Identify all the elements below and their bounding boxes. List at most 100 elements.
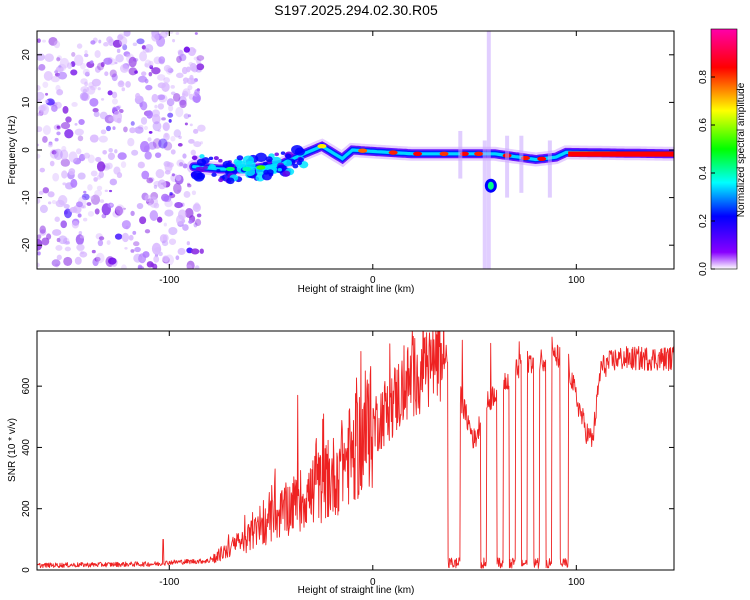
- noise-blob: [149, 64, 154, 70]
- spectrogram-y-tick-label: 10: [21, 96, 32, 108]
- noise-blob: [163, 77, 171, 84]
- noise-blob: [42, 125, 51, 136]
- noise-blob: [151, 67, 161, 75]
- noise-blob: [188, 61, 194, 66]
- noise-blob: [100, 129, 107, 135]
- noise-blob: [93, 177, 98, 182]
- noise-blob: [191, 190, 197, 196]
- signal-clump: [218, 158, 223, 163]
- noise-blob: [177, 49, 183, 55]
- noise-blob: [106, 162, 113, 170]
- noise-blob: [167, 112, 174, 118]
- noise-blob: [142, 251, 150, 258]
- noise-blob: [37, 238, 43, 251]
- noise-blob: [64, 128, 74, 139]
- noise-blob: [58, 235, 68, 245]
- noise-blob: [165, 31, 169, 35]
- noise-blob: [91, 78, 101, 87]
- signal-clump: [222, 160, 233, 169]
- noise-blob: [77, 172, 86, 180]
- noise-blob: [168, 119, 172, 123]
- noise-blob: [155, 168, 165, 179]
- noise-blob: [43, 71, 53, 81]
- colorbar: 0.0 0.2 0.4 0.6 0.8 Normalized spectral ampl…: [698, 28, 747, 276]
- noise-blob: [84, 49, 88, 54]
- noise-blob: [114, 149, 118, 154]
- snr-frame: [36, 330, 675, 571]
- noise-blob: [169, 192, 173, 196]
- signal-clump: [226, 177, 235, 185]
- noise-blob: [100, 61, 105, 68]
- signal-clump: [190, 170, 203, 180]
- noise-blob: [131, 149, 139, 156]
- noise-blob: [114, 233, 123, 240]
- noise-blob: [103, 42, 109, 47]
- signal-hotspot: [225, 166, 235, 172]
- noise-blob: [68, 151, 78, 163]
- noise-blob: [97, 239, 104, 247]
- noise-blob: [133, 241, 140, 247]
- signal-clump: [265, 156, 273, 163]
- noise-blob: [51, 150, 57, 155]
- noise-blob: [158, 138, 168, 149]
- noise-blob: [144, 63, 149, 68]
- noise-blob: [193, 141, 202, 148]
- noise-blob: [94, 66, 101, 73]
- noise-blob: [146, 110, 153, 119]
- noise-blob: [42, 187, 50, 194]
- noise-blob: [145, 84, 153, 91]
- signal-hotspot: [413, 151, 423, 157]
- noise-blob: [178, 135, 182, 140]
- noise-blob: [161, 82, 170, 92]
- noise-blob: [154, 104, 158, 109]
- signal-clump: [245, 160, 256, 169]
- noise-blob: [196, 213, 202, 218]
- noise-blob: [187, 183, 192, 188]
- vertical-streak: [486, 31, 491, 269]
- vertical-streak: [519, 135, 524, 193]
- snr-x-axis-label: Height of straight line (km): [298, 585, 415, 596]
- spectrogram-x-axis-label: Height of straight line (km): [298, 284, 415, 295]
- noise-blob: [188, 138, 195, 144]
- noise-blob: [60, 158, 71, 167]
- noise-blob: [103, 57, 113, 65]
- noise-blob: [107, 152, 116, 160]
- noise-blob: [52, 172, 60, 182]
- noise-blob: [137, 256, 143, 262]
- noise-blob: [196, 55, 205, 61]
- noise-blob: [123, 31, 131, 37]
- noise-blob: [144, 44, 154, 53]
- noise-blob: [82, 68, 90, 76]
- signal-clump: [196, 158, 207, 167]
- noise-blob: [74, 128, 84, 136]
- noise-blob: [37, 38, 41, 43]
- colorbar-label: Normalized spectral amplitude: [736, 82, 747, 217]
- noise-blob: [75, 148, 82, 155]
- noise-blob: [37, 126, 43, 133]
- noise-blob: [47, 142, 53, 148]
- noise-blob: [89, 60, 94, 64]
- noise-blob: [148, 141, 157, 150]
- noise-blob: [94, 208, 100, 215]
- noise-blob: [163, 222, 167, 227]
- noise-blob: [99, 199, 105, 203]
- noise-blob: [90, 40, 96, 45]
- noise-blob: [152, 138, 162, 149]
- noise-blob: [164, 133, 168, 138]
- noise-blob: [196, 58, 202, 65]
- noise-blob: [114, 61, 118, 65]
- noise-blob: [76, 243, 85, 252]
- noise-blob: [146, 177, 154, 184]
- noise-blob: [83, 190, 87, 194]
- noise-blob: [168, 104, 174, 112]
- noise-blob: [42, 39, 46, 43]
- signal-clump: [285, 153, 292, 159]
- noise-blob: [170, 85, 175, 89]
- noise-blob: [130, 249, 135, 253]
- vertical-streak: [482, 140, 487, 269]
- noise-blob: [69, 206, 78, 213]
- noise-blob: [172, 38, 176, 43]
- noise-blob: [186, 260, 195, 269]
- snr-y-tick-label: 600: [21, 377, 32, 394]
- vertical-streak: [547, 140, 552, 198]
